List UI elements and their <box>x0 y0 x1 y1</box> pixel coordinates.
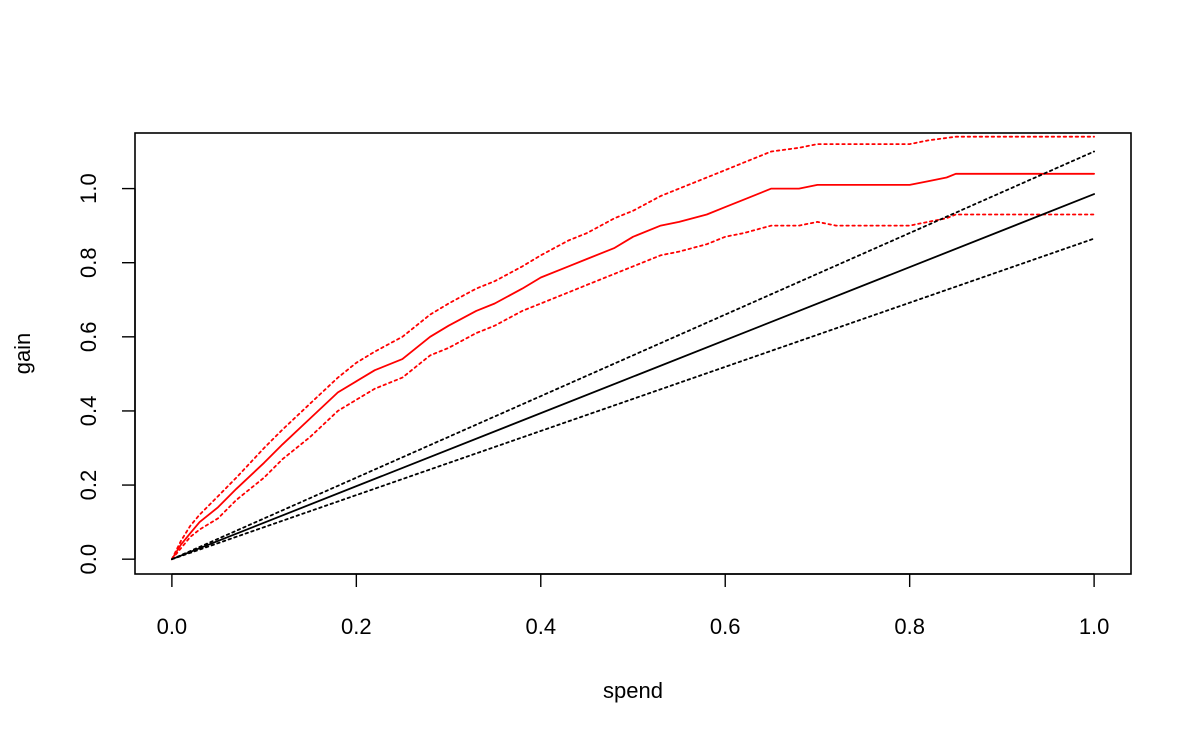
x-tick-label: 0.2 <box>341 614 372 639</box>
plot-frame <box>134 132 1132 575</box>
black-dotted-line-4 <box>170 150 1095 561</box>
red-dotted-line-1 <box>170 135 1095 561</box>
black-solid-line-3 <box>170 193 1095 561</box>
y-axis-title: gain <box>10 333 35 375</box>
x-tick-label: 0.8 <box>894 614 925 639</box>
y-axis: 0.0 0.2 0.4 0.6 0.8 1.0 <box>76 173 136 575</box>
y-tick-label: 0.8 <box>76 247 101 278</box>
black-dotted-line-5 <box>170 237 1095 561</box>
red-solid-line-0 <box>170 172 1095 561</box>
x-axis-title: spend <box>603 678 663 703</box>
x-tick-label: 1.0 <box>1079 614 1110 639</box>
y-tick-label: 0.6 <box>76 322 101 353</box>
y-tick-label: 0.2 <box>76 470 101 501</box>
x-tick-label: 0.4 <box>525 614 556 639</box>
y-tick-label: 1.0 <box>76 173 101 204</box>
y-tick-label: 0.0 <box>76 544 101 575</box>
y-tick-label: 0.4 <box>76 396 101 427</box>
x-tick-label: 0.6 <box>710 614 741 639</box>
red-dotted-line-2 <box>170 213 1095 561</box>
series-layer <box>170 135 1095 561</box>
x-tick-label: 0.0 <box>157 614 188 639</box>
x-axis: 0.0 0.2 0.4 0.6 0.8 1.0 <box>157 573 1110 639</box>
